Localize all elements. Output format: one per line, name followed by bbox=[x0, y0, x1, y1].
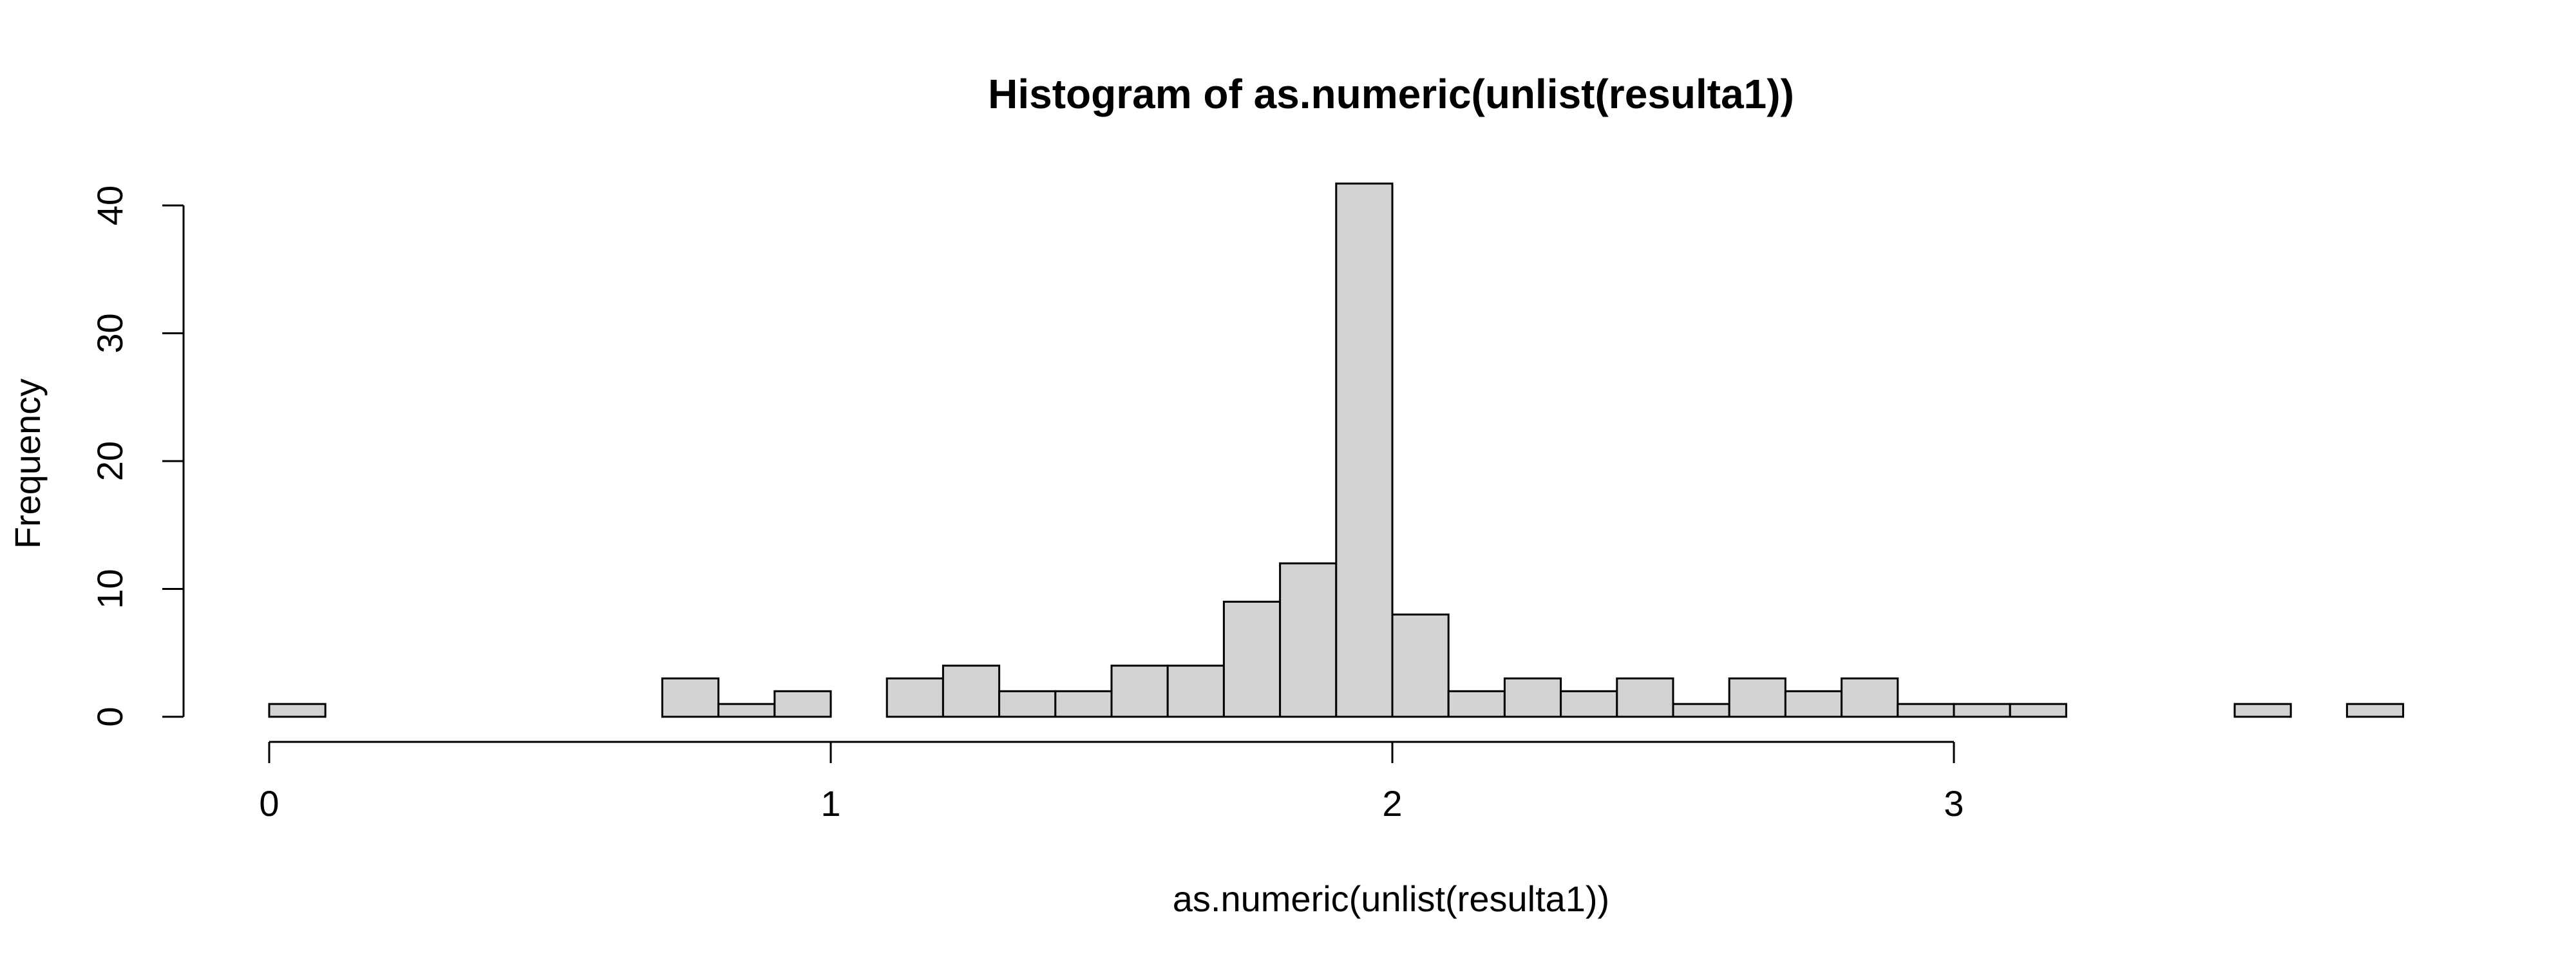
histogram-bar bbox=[1728, 677, 1786, 718]
y-tick-label: 40 bbox=[90, 185, 130, 225]
histogram-bar bbox=[1784, 690, 1843, 718]
bars-group bbox=[268, 182, 2405, 718]
x-axis-label: as.numeric(unlist(resulta1)) bbox=[1173, 878, 1609, 919]
histogram-bar bbox=[2009, 703, 2067, 718]
histogram-bar bbox=[1672, 703, 1730, 718]
histogram-bar bbox=[1110, 665, 1169, 718]
histogram-bar bbox=[1279, 562, 1338, 718]
histogram-bar bbox=[1616, 677, 1674, 718]
y-axis-label: Frequency bbox=[7, 379, 48, 549]
histogram-bar bbox=[2345, 703, 2405, 718]
y-tick-label: 30 bbox=[90, 313, 130, 353]
histogram-bar bbox=[998, 690, 1057, 718]
histogram-bar bbox=[1503, 677, 1562, 718]
histogram-bar bbox=[661, 677, 720, 718]
histogram-bar bbox=[2233, 703, 2292, 718]
y-tick-label: 0 bbox=[90, 706, 130, 726]
x-tick-label: 2 bbox=[1382, 783, 1402, 824]
histogram-bar bbox=[1841, 677, 1899, 718]
histogram-bar bbox=[1391, 613, 1450, 718]
chart-title: Histogram of as.numeric(unlist(resulta1)… bbox=[988, 71, 1794, 117]
histogram-bar bbox=[717, 703, 776, 718]
y-tick-label: 20 bbox=[90, 441, 130, 481]
x-tick-label: 3 bbox=[1944, 783, 1964, 824]
x-tick-label: 0 bbox=[259, 783, 279, 824]
y-tick-label: 10 bbox=[90, 569, 130, 609]
histogram-bar bbox=[1560, 690, 1618, 718]
histogram-bar bbox=[1335, 182, 1394, 718]
histogram-bar bbox=[1054, 690, 1113, 718]
histogram-bar bbox=[1166, 665, 1225, 718]
histogram-bar bbox=[1447, 690, 1506, 718]
histogram-bar bbox=[1222, 600, 1282, 718]
x-axis: 0 1 2 3 bbox=[259, 741, 1964, 824]
histogram-bar bbox=[942, 665, 1001, 718]
histogram-bar bbox=[773, 690, 832, 718]
histogram-bar bbox=[268, 703, 327, 718]
histogram-bar bbox=[886, 677, 944, 718]
y-axis: 0 10 20 30 40 bbox=[90, 185, 185, 727]
histogram-bar bbox=[1953, 703, 2011, 718]
x-tick-label: 1 bbox=[820, 783, 840, 824]
histogram-bar bbox=[1897, 703, 1955, 718]
